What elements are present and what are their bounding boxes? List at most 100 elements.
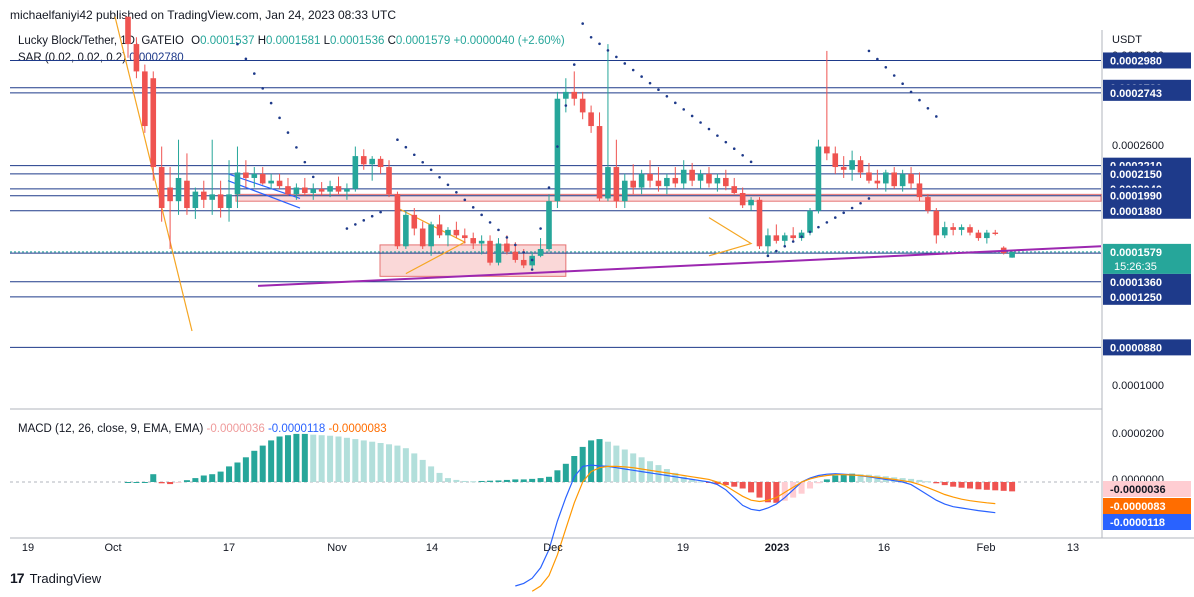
macd-hist-bar: [554, 470, 561, 482]
macd-hist-bar: [268, 440, 275, 482]
macd-hist-value: -0.0000036: [206, 423, 265, 435]
sar-dot: [530, 268, 534, 271]
macd-hist-bar: [798, 482, 805, 494]
time-tick: Dec: [543, 542, 563, 554]
sar-dot: [311, 175, 315, 179]
candle-body: [192, 191, 199, 209]
macd-hist-bar: [419, 459, 426, 482]
time-tick: Feb: [977, 542, 996, 554]
candle-body: [150, 78, 157, 168]
candle-body: [807, 210, 813, 233]
candle-body: [428, 224, 434, 247]
candle-body: [175, 177, 182, 202]
candle-body: [630, 180, 636, 188]
macd-hist-bar: [369, 441, 376, 482]
macd-hist-bar: [958, 482, 965, 488]
macd-hist-bar: [209, 474, 216, 482]
sar-label[interactable]: SAR (0.02, 0.02, 0.2): [18, 52, 127, 64]
sar-dot: [724, 140, 728, 144]
current-price-label: 0.0001579: [1110, 247, 1162, 259]
candle-body: [899, 173, 906, 187]
candle-body: [941, 227, 948, 236]
open-label: O: [191, 35, 201, 47]
macd-hist-bar: [259, 445, 266, 482]
candle-body: [992, 232, 999, 234]
sar-dot: [236, 42, 239, 46]
candle-body: [470, 238, 477, 244]
candle-body: [352, 156, 359, 189]
candle-body: [883, 172, 889, 184]
signal-line: [531, 465, 996, 592]
macd-hist-bar: [301, 433, 308, 482]
candle-body: [184, 180, 190, 209]
macd-hist-bar: [680, 476, 687, 482]
open-value: 0.0001537: [200, 35, 255, 47]
macd-hist-bar: [638, 457, 645, 482]
candle-body: [546, 201, 552, 250]
macd-hist-bar: [133, 482, 140, 483]
macd-hist-bar: [933, 482, 940, 484]
candle-body: [689, 169, 695, 181]
macd-hist-bar: [579, 446, 586, 482]
macd-hist-bar: [200, 475, 207, 482]
level-label-bg: [1103, 339, 1191, 356]
sar-dot: [867, 197, 871, 200]
sar-dot: [522, 251, 526, 254]
macd-hist-bar: [1009, 482, 1016, 492]
sar-dot: [463, 198, 467, 202]
sar-dot: [370, 214, 374, 218]
sar-dot: [918, 98, 921, 102]
candle-body: [200, 191, 207, 200]
sar-dot: [303, 160, 307, 164]
symbol-label[interactable]: Lucky Block/Tether, 1D, GATEIO: [18, 35, 184, 47]
macd-hist-bar: [689, 479, 696, 482]
candle-body: [512, 251, 519, 260]
level-label: 0.0001250: [1110, 292, 1162, 304]
macd-legend: MACD (12, 26, close, 9, EMA, EMA) -0.000…: [18, 423, 387, 435]
macd-label[interactable]: MACD (12, 26, close, 9, EMA, EMA): [18, 423, 204, 435]
macd-hist-bar: [916, 479, 923, 482]
macd-hist-bar: [546, 476, 552, 482]
level-label-bg: [1103, 165, 1191, 182]
macd-hist-bar: [924, 481, 931, 483]
candle-body: [790, 235, 796, 239]
level-label: 0.0001360: [1110, 277, 1162, 289]
candle-body: [756, 199, 763, 247]
macd-hist-bar: [908, 478, 915, 482]
macd-hist-bar: [697, 481, 704, 483]
sar-dot: [825, 221, 829, 224]
price-tick: 0.0002600: [1112, 140, 1164, 152]
macd-hist-bar: [276, 436, 283, 482]
footer-brand-text: TradingView: [29, 570, 102, 586]
sar-dot: [716, 134, 719, 137]
macd-hist-bar: [537, 478, 544, 482]
macd-line-value: -0.0000118: [267, 423, 326, 435]
candle-body: [748, 199, 754, 206]
candle-body: [891, 172, 898, 187]
candle-body: [571, 91, 578, 99]
macd-label: -0.0000036: [1110, 484, 1166, 496]
sar-dot: [935, 115, 938, 118]
candle-body: [285, 186, 291, 195]
sar-dot: [497, 228, 500, 232]
macd-hist-bar: [571, 456, 578, 482]
sar-dot: [295, 146, 298, 149]
sar-dot: [261, 87, 265, 90]
candle-body: [849, 160, 855, 170]
candle-body: [495, 243, 502, 263]
macd-hist-bar: [327, 435, 334, 482]
candle-body: [377, 158, 384, 168]
low-label: L: [323, 35, 330, 47]
macd-hist-bar: [562, 463, 569, 482]
macd-hist-bar: [975, 482, 982, 490]
candle-body: [259, 173, 266, 184]
sar-dot: [421, 160, 425, 164]
price-tick: 0.0001000: [1112, 380, 1164, 392]
sar-dot: [253, 72, 256, 75]
sar-dot: [775, 249, 778, 253]
candle-body: [874, 180, 881, 184]
macd-hist-bar: [428, 466, 435, 482]
candle-body: [950, 227, 956, 230]
candle-body: [369, 158, 375, 165]
